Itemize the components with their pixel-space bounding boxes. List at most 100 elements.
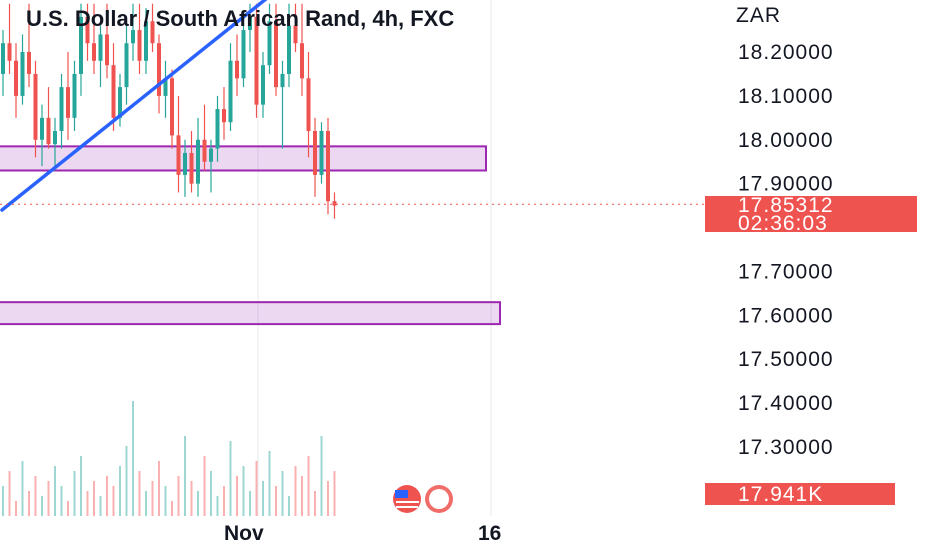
time-axis-panel[interactable]	[0, 516, 704, 550]
trendline[interactable]	[0, 0, 268, 212]
candle-body	[72, 73, 77, 118]
volume-bar	[138, 471, 141, 516]
volume-bar	[80, 456, 82, 516]
candle-body	[163, 78, 168, 96]
volume-bar	[164, 486, 167, 516]
candle-body	[40, 117, 44, 140]
candle-body	[59, 87, 64, 131]
volume-bar	[262, 481, 264, 516]
candle-body	[124, 43, 129, 88]
candle-body	[111, 65, 116, 118]
candle-body	[306, 78, 311, 131]
candle-body	[105, 34, 109, 66]
volume-bar	[8, 471, 11, 516]
volume-bar	[125, 446, 128, 516]
candle-body	[150, 21, 155, 44]
volume-bar	[249, 491, 251, 516]
volume-bar	[151, 481, 154, 516]
candle-body	[1, 43, 5, 74]
candle-body	[254, 16, 259, 105]
volume-bar	[158, 461, 160, 516]
candle-body	[66, 87, 70, 118]
y-tick-label: 17.30000	[738, 436, 834, 459]
candle-body	[267, 21, 272, 66]
volume-bar	[229, 441, 232, 516]
candle-body	[326, 131, 330, 202]
candle-body	[176, 135, 181, 175]
trendline-layer[interactable]	[0, 0, 268, 212]
volume-bar	[132, 401, 134, 516]
candle-body	[274, 21, 278, 88]
volume-bar	[333, 471, 336, 516]
volume-bar	[99, 496, 102, 516]
volume-bar	[197, 491, 199, 516]
volume-bar	[236, 476, 238, 516]
candle-body	[131, 30, 135, 44]
volume-bar	[67, 501, 69, 516]
volume-bar	[216, 496, 219, 516]
y-tick-label: 18.00000	[738, 129, 834, 152]
volume-bar	[119, 466, 121, 516]
y-tick-label: 17.50000	[738, 348, 834, 371]
candle-body	[157, 43, 161, 96]
candle-body	[79, 16, 83, 74]
candle-body	[300, 43, 304, 79]
candle-body	[144, 21, 148, 61]
us-flag-icon[interactable]	[393, 485, 453, 513]
candle-body	[332, 201, 337, 206]
volume-bar	[210, 471, 212, 516]
volume-bar	[15, 501, 17, 516]
last-price-value: 17.85312	[738, 194, 834, 217]
y-tick-label: 17.90000	[738, 173, 834, 196]
candle-body	[196, 139, 200, 184]
candle-body	[92, 43, 96, 61]
volume-bar	[190, 481, 193, 516]
volume-bar	[268, 451, 271, 516]
volume-bar	[28, 491, 30, 516]
volume-bar	[112, 486, 115, 516]
volume-bar	[73, 471, 76, 516]
y-tick-label: 18.20000	[738, 41, 834, 64]
candle-body	[241, 30, 246, 79]
candle-body	[293, 25, 298, 44]
x-tick-nov: Nov	[224, 522, 264, 545]
y-tick-label: 18.10000	[738, 85, 834, 108]
zone-rectangles[interactable]	[0, 145, 501, 326]
volume-bar	[145, 491, 147, 516]
zone-rect[interactable]	[0, 145, 487, 172]
candle-body	[14, 60, 18, 96]
currency-label: ZAR	[736, 4, 781, 27]
price-axis-panel[interactable]	[704, 0, 932, 550]
last-price-countdown: 02:36:03	[738, 212, 828, 235]
candle-body	[313, 131, 317, 175]
volume-bar	[255, 461, 258, 516]
grid-lines	[257, 0, 492, 516]
volume-bar	[203, 456, 206, 516]
volume-label: 17.941K	[705, 483, 895, 506]
candle-body	[222, 109, 226, 123]
volume-bar	[171, 501, 173, 516]
volume-bar	[184, 436, 186, 516]
candle-body	[53, 131, 57, 145]
zone-rect[interactable]	[0, 301, 501, 326]
candle-body	[137, 30, 142, 61]
volume-bars	[2, 401, 336, 516]
volume-bar	[301, 476, 303, 516]
candle-body	[170, 78, 174, 136]
candle-body	[215, 109, 220, 149]
volume-bar	[106, 476, 108, 516]
price-axis-ticks: 18.20000 18.10000 18.00000 17.90000 17.70000…	[738, 41, 834, 459]
x-tick-16: 16	[478, 522, 501, 545]
y-tick-label: 17.40000	[738, 392, 834, 415]
candle-body	[280, 73, 285, 88]
candle-body	[85, 16, 90, 44]
last-price-label: 17.85312 02:36:03	[705, 194, 917, 235]
volume-value: 17.941K	[738, 483, 823, 506]
volume-bar	[54, 466, 56, 516]
candle-body	[189, 152, 194, 184]
candle-body	[228, 60, 233, 123]
candle-body	[183, 152, 187, 175]
volume-bar	[314, 491, 316, 516]
